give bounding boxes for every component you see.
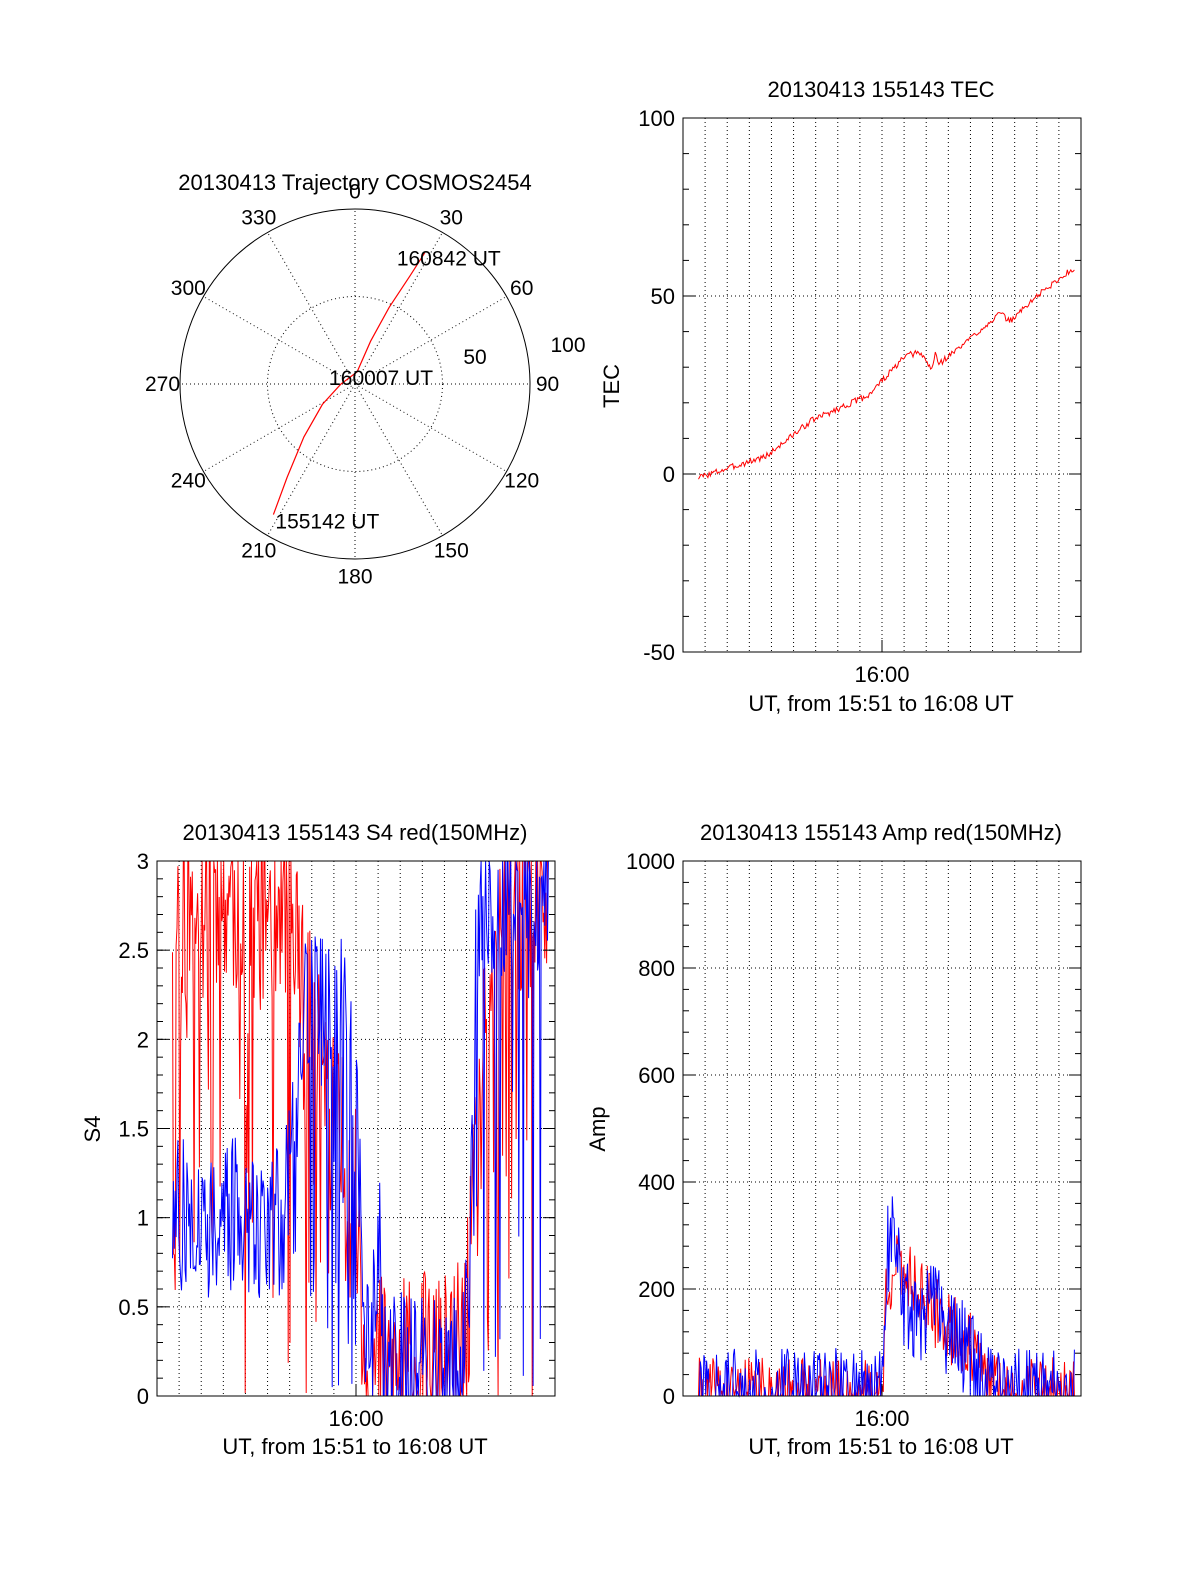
amp-plot-area: 0 200 400 600 800 1000 16:00 [626, 849, 1082, 1431]
y-tick-label: 2 [137, 1027, 149, 1052]
polar-angle-label: 330 [241, 206, 276, 229]
y-tick-label: 0 [663, 462, 675, 487]
y-tick-label: 3 [137, 849, 149, 874]
polar-outer-circle [179, 208, 531, 560]
y-tick-label: 50 [651, 284, 675, 309]
polar-grid [179, 208, 531, 560]
amp-xlabel: UT, from 15:51 to 16:08 UT [748, 1434, 1013, 1459]
polar-inner-circle [267, 296, 443, 472]
x-tick-label: 16:00 [854, 1406, 909, 1431]
polar-spoke [267, 232, 356, 385]
polar-angle-label: 150 [434, 540, 469, 563]
polar-angle-label: 300 [171, 277, 206, 300]
polar-angle-label: 210 [241, 540, 276, 563]
polar-radius-label: 100 [550, 334, 585, 357]
y-tick-label: 100 [638, 106, 675, 131]
s4-ylabel: S4 [80, 1116, 105, 1143]
polar-angle-labels: 0 30 60 90 120 150 180 210 240 270 300 330 [145, 181, 559, 589]
y-tick-label: 200 [638, 1277, 675, 1302]
amp-title: 20130413 155143 Amp red(150MHz) [700, 820, 1062, 845]
tec-plot-area: -50 0 50 100 16:00 [638, 106, 1082, 687]
s4-panel: 20130413 155143 S4 red(150MHz) UT, from … [80, 820, 556, 1459]
y-tick-label: 0 [137, 1384, 149, 1409]
y-tick-label: 600 [638, 1063, 675, 1088]
amp-ylabel: Amp [585, 1106, 610, 1151]
polar-angle-label: 0 [349, 181, 361, 204]
polar-angle-label: 180 [337, 566, 372, 589]
trajectory-time-label: 155142 UT [275, 511, 379, 534]
trajectory-time-label: 160007 UT [329, 367, 433, 390]
polar-angle-label: 90 [536, 373, 559, 396]
s4-xlabel: UT, from 15:51 to 16:08 UT [222, 1434, 487, 1459]
y-tick-label: 2.5 [118, 938, 149, 963]
polar-angle-label: 30 [440, 206, 463, 229]
polar-spoke [354, 383, 507, 472]
polar-radius-labels: 50 100 [463, 334, 585, 369]
tec-panel: 20130413 155143 TEC UT, from 15:51 to 16… [599, 77, 1082, 716]
y-tick-label: 1 [137, 1206, 149, 1231]
data-series-line [172, 860, 549, 1397]
polar-angle-label: 240 [171, 469, 206, 492]
polar-trajectory: 155142 UT 160007 UT 160842 UT [272, 248, 501, 534]
polar-angle-label: 60 [510, 277, 533, 300]
y-tick-label: 800 [638, 956, 675, 981]
trajectory-line [272, 252, 426, 515]
data-series-line [698, 1235, 1075, 1397]
y-tick-label: 1000 [626, 849, 675, 874]
y-tick-label: 0 [663, 1384, 675, 1409]
data-series-line [698, 268, 1075, 480]
polar-angle-label: 120 [504, 469, 539, 492]
polar-title: 20130413 Trajectory COSMOS2454 [178, 170, 531, 195]
s4-title: 20130413 155143 S4 red(150MHz) [183, 820, 528, 845]
polar-radius-label: 50 [463, 346, 486, 369]
polar-trajectory-panel: 20130413 Trajectory COSMOS2454 0 30 60 90 12… [145, 170, 586, 589]
x-tick-label: 16:00 [328, 1406, 383, 1431]
s4-plot-area: 0 0.5 1 1.5 2 2.5 3 16:00 [118, 849, 556, 1431]
data-series-line [698, 1196, 1075, 1398]
tec-title: 20130413 155143 TEC [767, 77, 994, 102]
y-tick-label: 400 [638, 1170, 675, 1195]
y-tick-label: 1.5 [118, 1117, 149, 1142]
x-tick-label: 16:00 [854, 662, 909, 687]
tec-ylabel: TEC [599, 364, 624, 408]
data-series-line [172, 860, 549, 1397]
y-tick-label: -50 [643, 640, 675, 665]
amp-panel: 20130413 155143 Amp red(150MHz) UT, from… [585, 820, 1082, 1459]
tec-xlabel: UT, from 15:51 to 16:08 UT [748, 691, 1013, 716]
polar-angle-label: 270 [145, 373, 180, 396]
y-tick-label: 0.5 [118, 1295, 149, 1320]
trajectory-time-label: 160842 UT [397, 248, 501, 271]
